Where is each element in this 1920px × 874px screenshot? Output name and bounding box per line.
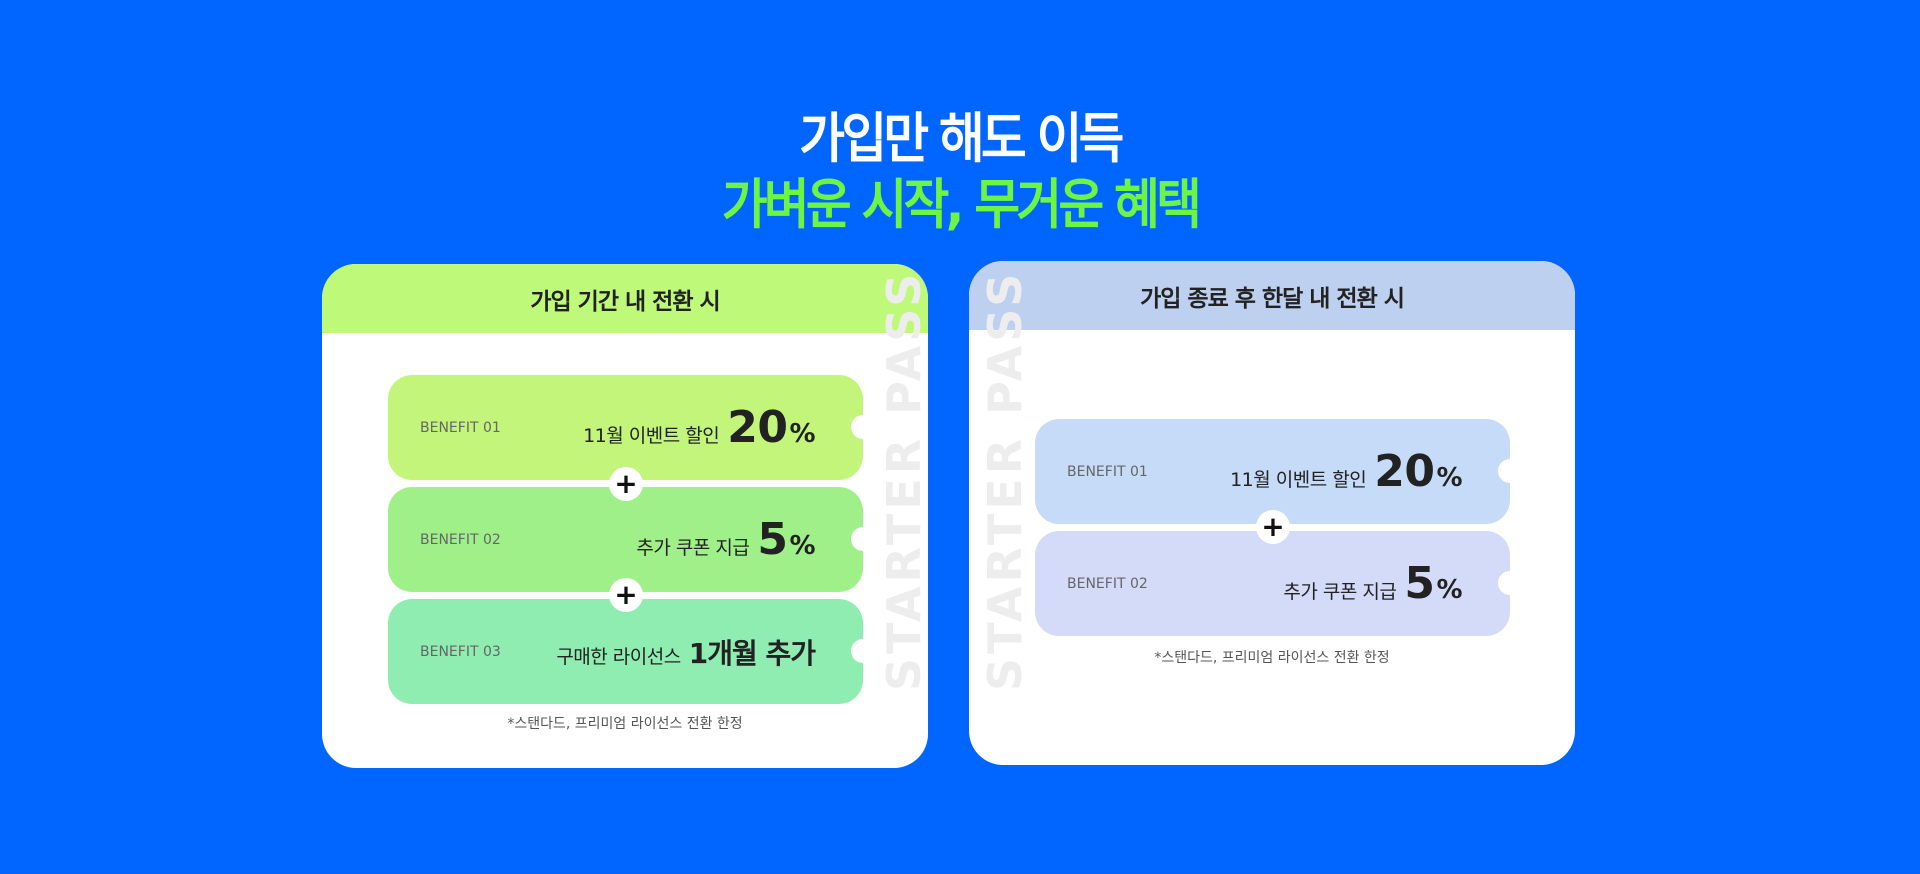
footnote: *스탠다드, 프리미엄 라이선스 전환 한정 [507, 716, 743, 732]
right-benefit-card: 가입 종료 후 한달 내 전환 시 STARTER PASS BENEFIT 0… [969, 261, 1575, 765]
left-benefit-card: 가입 기간 내 전환 시 STARTER PASS BENEFIT 01 11월… [322, 264, 928, 768]
plus-icon: + [609, 467, 643, 501]
benefit-label: BENEFIT 03 [420, 643, 501, 660]
benefit-text: 11월 이벤트 할인 20% [583, 402, 815, 453]
ticket-notch [851, 639, 875, 663]
benefit-text: 추가 쿠폰 지급 5% [636, 514, 815, 565]
benefit-label: BENEFIT 02 [420, 531, 501, 548]
plus-icon: + [609, 578, 643, 612]
ticket-notch [1498, 459, 1522, 483]
benefit-label: BENEFIT 02 [1067, 575, 1148, 592]
benefit-label: BENEFIT 01 [420, 419, 501, 436]
footnote: *스탠다드, 프리미엄 라이선스 전환 한정 [1154, 650, 1390, 666]
benefit-ticket-3: BENEFIT 03 구매한 라이선스 1개월 추가 [388, 599, 875, 704]
starter-pass-watermark: STARTER PASS [877, 269, 928, 691]
benefit-label: BENEFIT 01 [1067, 463, 1148, 480]
ticket-notch [1498, 571, 1522, 595]
benefit-text: 11월 이벤트 할인 20% [1230, 446, 1462, 497]
card-header: 가입 기간 내 전환 시 [322, 264, 928, 333]
headline-line2: 가벼운 시작, 무거운 혜택 [721, 173, 1202, 236]
benefit-ticket-1: BENEFIT 01 11월 이벤트 할인 20% [388, 375, 875, 480]
headline-line1: 가입만 해도 이득 [799, 107, 1124, 170]
benefit-text: 추가 쿠폰 지급 5% [1283, 558, 1462, 609]
card-header: 가입 종료 후 한달 내 전환 시 [969, 261, 1575, 330]
ticket-notch [851, 527, 875, 551]
benefit-ticket-2: BENEFIT 02 추가 쿠폰 지급 5% [388, 487, 875, 592]
benefit-ticket-2: BENEFIT 02 추가 쿠폰 지급 5% [1035, 531, 1522, 636]
plus-icon: + [1256, 510, 1290, 544]
benefit-text: 구매한 라이선스 1개월 추가 [556, 636, 816, 670]
benefit-ticket-1: BENEFIT 01 11월 이벤트 할인 20% [1035, 419, 1522, 524]
ticket-notch [851, 415, 875, 439]
